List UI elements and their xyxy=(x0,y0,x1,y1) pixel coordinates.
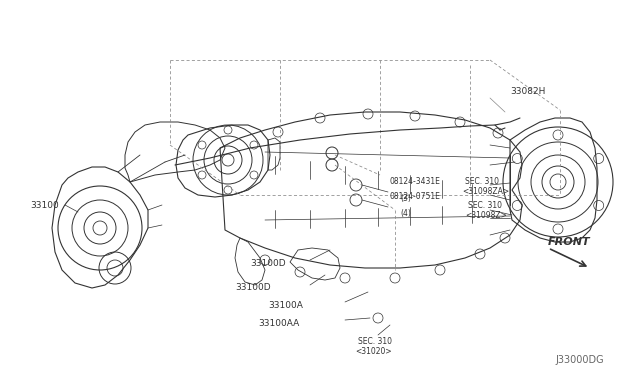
Text: SEC. 310: SEC. 310 xyxy=(358,337,392,346)
Text: FRONT: FRONT xyxy=(548,237,591,247)
Text: SEC. 310: SEC. 310 xyxy=(465,177,499,186)
Text: 33100D: 33100D xyxy=(235,282,271,292)
Text: <31020>: <31020> xyxy=(355,346,392,356)
Text: <31098Z>: <31098Z> xyxy=(465,211,507,219)
Text: (3): (3) xyxy=(400,194,411,203)
Text: 33082H: 33082H xyxy=(510,87,545,96)
Text: 33100AA: 33100AA xyxy=(258,318,300,327)
Text: (4): (4) xyxy=(400,209,411,218)
Text: 33100D: 33100D xyxy=(250,259,285,267)
Text: <31098ZA>: <31098ZA> xyxy=(462,186,509,196)
Text: 33100A: 33100A xyxy=(268,301,303,310)
Text: 08124-3431E: 08124-3431E xyxy=(390,177,441,186)
Text: SEC. 310: SEC. 310 xyxy=(468,202,502,211)
Text: J33000DG: J33000DG xyxy=(555,355,604,365)
Text: 08124-0751E: 08124-0751E xyxy=(390,192,441,201)
Text: 33100: 33100 xyxy=(30,201,59,209)
